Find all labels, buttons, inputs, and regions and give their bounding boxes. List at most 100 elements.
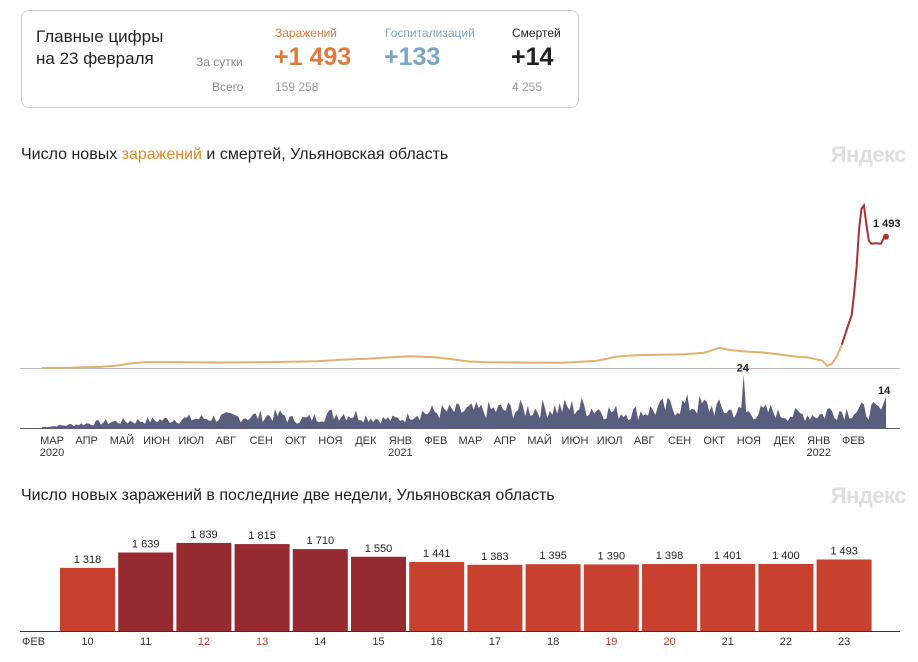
x-tick-label: ДЕК: [355, 435, 377, 447]
x-tick-label: НОЯ: [318, 435, 342, 447]
bar: [409, 561, 465, 631]
bar-value-label: 1 550: [365, 543, 393, 555]
summary-title-line1: Главные цифры: [36, 27, 164, 46]
chart1-title: Число новых заражений и смертей, Ульянов…: [21, 146, 448, 164]
x-tick-label: ИЮН: [562, 435, 589, 447]
bar: [700, 563, 756, 631]
hospital-day-value: +133: [384, 43, 441, 71]
bar: [816, 559, 872, 631]
row-label-total: Всего: [212, 80, 244, 94]
chart1-title-part3: и: [201, 146, 220, 163]
x-tick-label: ИЮЛ: [178, 435, 204, 447]
deaths-day-value: +14: [511, 43, 554, 71]
x-tick-label: ОКТ: [703, 435, 725, 447]
deaths-series: 24 14: [20, 362, 900, 429]
bar-category-label: 22: [780, 636, 792, 648]
x-tick-label: МАЙ: [527, 434, 551, 447]
bars: 1 318 10 1 639 11 1 839 12 1 815 13 1 710 14 1 550…: [20, 529, 900, 648]
x-tick-label: МАЙ: [110, 434, 134, 447]
bar-category-label: 10: [81, 636, 93, 648]
infections-day-value: +1 493: [274, 43, 352, 71]
bar-category-label: 17: [489, 636, 501, 648]
x-axis: МАР АПР МАЙ ИЮН ИЮЛ АВГ СЕН ОКТ НОЯ ДЕК ЯНВ ФЕВ МАР А…: [40, 434, 865, 459]
summary-card: Главные цифры на 23 февраля За сутки Все…: [21, 10, 579, 108]
bar-category-label: 19: [605, 636, 617, 648]
x-tick-label: ФЕВ: [424, 435, 447, 447]
two-week-bar-chart: 1 318 10 1 639 11 1 839 12 1 815 13 1 710 14 1 550…: [20, 529, 900, 648]
bar: [467, 564, 523, 631]
infections-line: [41, 344, 843, 369]
x-tick-label: НОЯ: [737, 435, 761, 447]
bar: [525, 564, 581, 631]
bar: [583, 564, 639, 631]
x-tick-label: СЕН: [250, 435, 273, 447]
bar-category-label: 15: [372, 636, 384, 648]
x-tick-label: СЕН: [668, 435, 691, 447]
x-tick-label: ИЮЛ: [597, 435, 623, 447]
bar-category-label: 11: [140, 636, 151, 648]
bar: [60, 567, 115, 631]
bar-category-label: 12: [198, 636, 210, 648]
bar-category-label: 13: [256, 636, 268, 648]
bar: [758, 563, 814, 631]
x-tick-label: АПР: [75, 435, 97, 447]
bar-value-label: 1 401: [714, 550, 742, 562]
bar-value-label: 1 710: [307, 535, 335, 547]
chart1-title-part1: Число новых: [21, 146, 122, 163]
x-tick-label: ЯНВ: [389, 435, 412, 447]
infections-total-value: 159 258: [275, 80, 319, 94]
bar: [292, 549, 348, 631]
x-tick-label: ДЕК: [774, 435, 796, 447]
summary-title-line2: на 23 февраля: [36, 49, 154, 68]
bar: [642, 564, 697, 631]
year-label: 2021: [388, 447, 412, 459]
infections-label: Заражений: [275, 26, 338, 40]
bar-value-label: 1 400: [772, 550, 800, 562]
bar-category-label: 20: [663, 636, 675, 648]
x-tick-label: МАР: [40, 435, 64, 447]
infections-deaths-chart: 1 493 24 14 МАР АПР МАЙ ИЮН ИЮЛ АВГ СЕН ОКТ НОЯ ДЕ…: [20, 202, 901, 459]
x-tick-label: АПР: [494, 435, 516, 447]
bar: [351, 556, 406, 631]
summary-title: Главные цифры на 23 февраля: [36, 26, 186, 70]
bar-value-label: 1 383: [481, 551, 509, 563]
year-label: 2022: [807, 447, 831, 459]
deaths-label: Смертей: [512, 26, 561, 40]
bar-value-label: 1 493: [830, 545, 858, 557]
x-tick-label: МАР: [458, 435, 482, 447]
infections-end-label: 1 493: [873, 218, 901, 230]
infections-series: 1 493: [20, 202, 901, 369]
bar: [176, 542, 232, 631]
bar-value-label: 1 839: [190, 529, 218, 541]
infections-end-point: [883, 233, 889, 240]
x-tick-label: ИЮН: [143, 435, 170, 447]
x-tick-label: ЯНВ: [807, 435, 830, 447]
x-tick-label: ОКТ: [285, 435, 307, 447]
bar-value-label: 1 639: [132, 539, 160, 551]
chart2-title: Число новых заражений в последние две не…: [21, 487, 555, 504]
bar-category-label: 18: [547, 636, 559, 648]
deaths-area: [42, 374, 886, 428]
bar-value-label: 1 441: [423, 548, 451, 560]
x-tick-label: ФЕВ: [842, 435, 865, 447]
deaths-peak-label: 24: [737, 362, 750, 374]
bar-value-label: 1 318: [74, 554, 102, 566]
chart1-title-infections: заражений: [121, 146, 202, 163]
deaths-end-label: 14: [878, 385, 891, 397]
bar-category-label: 14: [314, 636, 326, 648]
hospital-label: Госпитализаций: [385, 26, 475, 40]
yandex-logo-2: Яндекс: [830, 483, 907, 508]
chart1-title-part5: , Ульяновская область: [281, 146, 449, 163]
bar-month-label: ФЕВ: [22, 636, 45, 648]
year-label: 2020: [40, 447, 64, 459]
bar: [234, 544, 290, 631]
bar-category-label: 23: [838, 636, 850, 648]
x-tick-label: АВГ: [634, 435, 655, 447]
row-label-day: За сутки: [196, 55, 243, 69]
bar-value-label: 1 815: [248, 530, 276, 542]
bar-value-label: 1 390: [598, 550, 626, 562]
x-tick-label: АВГ: [215, 435, 236, 447]
infections-line-recent: [840, 202, 887, 345]
bar-category-label: 21: [722, 636, 734, 648]
bar: [118, 552, 174, 631]
